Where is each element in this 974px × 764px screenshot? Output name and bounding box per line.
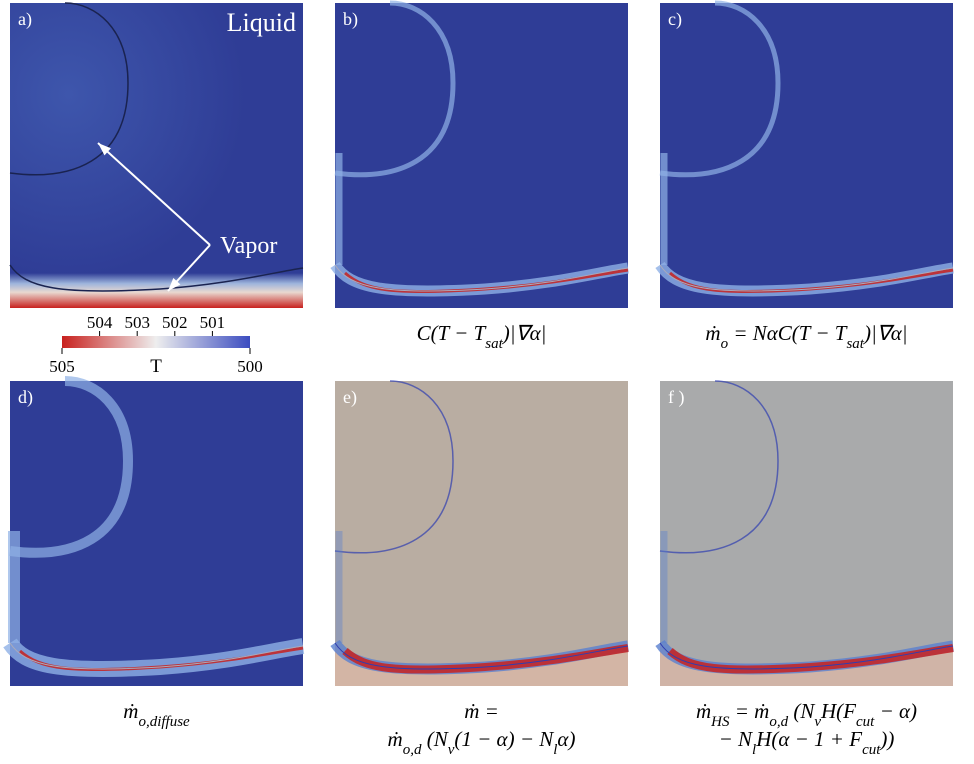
panel-background xyxy=(10,273,303,308)
colorbar-tick-label: 503 xyxy=(124,313,150,332)
interface-band xyxy=(659,380,779,554)
caption-part: H(F xyxy=(820,699,856,723)
caption-part: (N xyxy=(421,727,448,751)
panel-label: d) xyxy=(18,387,33,408)
caption-part: )) xyxy=(879,727,894,751)
interface xyxy=(659,264,954,292)
interface xyxy=(9,2,129,176)
caption-part: sat xyxy=(846,336,864,352)
caption-part: − α) xyxy=(874,699,917,723)
caption-part: v xyxy=(448,742,455,758)
caption: − NlH(α − 1 + Fcut)) xyxy=(719,727,895,758)
interface xyxy=(334,264,629,292)
panel: c) xyxy=(655,0,954,308)
panel: d) xyxy=(3,376,305,686)
caption-part: (1 − α) − N xyxy=(454,727,554,751)
caption-part: α) xyxy=(557,727,575,751)
caption-part: v xyxy=(814,714,821,730)
interface xyxy=(334,642,629,670)
colorbar-tick-label: 505 xyxy=(49,357,75,376)
caption-part: o,d xyxy=(769,714,788,730)
caption-part: = NαC(T − T xyxy=(728,321,848,345)
field xyxy=(335,643,628,686)
arrow-head xyxy=(168,278,181,291)
caption-part: ṁ xyxy=(123,699,138,723)
field xyxy=(660,643,953,686)
interface xyxy=(659,642,954,670)
annotation: Liquid xyxy=(227,8,296,37)
panel: a) Liquid Vapor xyxy=(9,2,304,308)
caption-part: H(α − 1 + F xyxy=(755,727,862,751)
panel-background xyxy=(335,3,628,308)
panel-background xyxy=(335,381,628,686)
annotation: Vapor xyxy=(220,233,277,259)
caption-part: HS xyxy=(710,714,730,730)
caption-part: o xyxy=(721,336,729,352)
caption-part: ṁ xyxy=(705,321,720,345)
interface-band xyxy=(9,376,134,558)
interface xyxy=(9,264,304,292)
panel-label: a) xyxy=(18,9,32,30)
caption-part: ṁ xyxy=(388,727,403,751)
panel: e) xyxy=(330,380,629,686)
arrow-head xyxy=(98,143,111,156)
caption-part: o,diffuse xyxy=(138,714,190,730)
colorbar-tick-label: 502 xyxy=(162,313,188,332)
caption-part: )|∇α| xyxy=(502,321,547,345)
panel-background xyxy=(10,381,303,686)
caption-part: (N xyxy=(788,699,815,723)
colorbar-tick-label: 500 xyxy=(237,357,263,376)
panel-label: b) xyxy=(343,9,358,30)
colorbar-tick-label: 501 xyxy=(200,313,226,332)
caption: ṁ = xyxy=(464,699,499,723)
caption-part: cut xyxy=(862,742,881,758)
caption: ṁo = NαC(T − Tsat)|∇α| xyxy=(705,321,907,352)
caption-part: ṁ xyxy=(696,699,711,723)
caption: ṁo,d (Nv(1 − α) − Nlα) xyxy=(388,727,576,758)
caption: ṁHS = ṁo,d (NvH(Fcut − α) xyxy=(696,699,917,730)
panel: f ) xyxy=(655,380,954,686)
colorbar-tick-label: 504 xyxy=(87,313,113,332)
panel-background xyxy=(660,3,953,308)
panel-label: c) xyxy=(668,9,682,30)
caption-part: = ṁ xyxy=(729,699,769,723)
caption: C(T − Tsat)|∇α| xyxy=(417,321,547,352)
caption: ṁo,diffuse xyxy=(123,699,190,730)
panel: b) xyxy=(330,0,629,308)
caption-part: sat xyxy=(485,336,503,352)
panel-label: f ) xyxy=(668,387,685,408)
panel-background xyxy=(660,381,953,686)
caption-part: o,d xyxy=(403,742,422,758)
panel-background xyxy=(10,3,303,308)
caption-part: − N xyxy=(719,727,753,751)
interface-band xyxy=(659,0,781,178)
interface xyxy=(9,642,304,670)
arrow xyxy=(97,142,211,246)
caption-part: cut xyxy=(856,714,875,730)
colorbar xyxy=(62,336,250,348)
panel-label: e) xyxy=(343,387,357,408)
interface-band xyxy=(334,380,454,554)
interface-band xyxy=(334,0,456,178)
caption-part: l xyxy=(553,742,557,758)
caption-part: )|∇α| xyxy=(863,321,908,345)
caption-part: ṁ = xyxy=(464,699,499,723)
caption-part: l xyxy=(752,742,756,758)
caption-part: C(T − T xyxy=(417,321,487,345)
colorbar-label: T xyxy=(150,356,162,377)
